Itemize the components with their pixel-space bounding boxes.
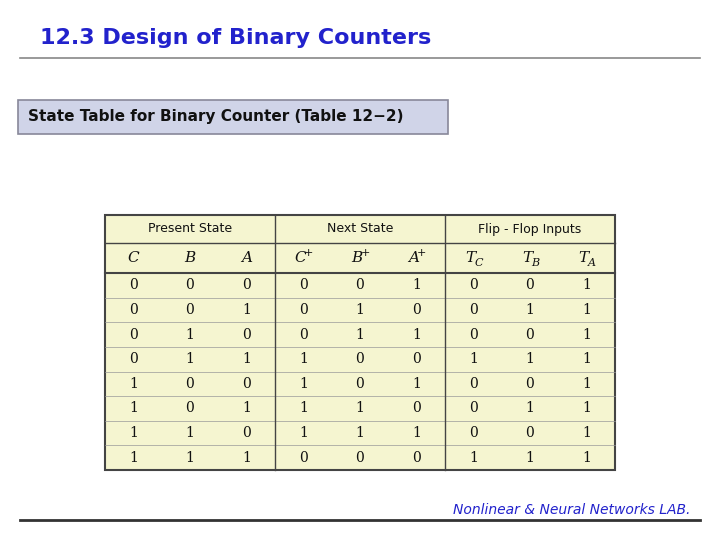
Text: 1: 1 bbox=[469, 352, 478, 366]
Text: C: C bbox=[474, 258, 482, 268]
Text: B: B bbox=[184, 251, 196, 265]
Text: 0: 0 bbox=[243, 377, 251, 391]
Text: 1: 1 bbox=[356, 401, 364, 415]
Text: 1: 1 bbox=[582, 352, 591, 366]
Text: C: C bbox=[127, 251, 139, 265]
Text: 1: 1 bbox=[242, 352, 251, 366]
Text: 1: 1 bbox=[582, 303, 591, 317]
Text: 1: 1 bbox=[526, 451, 534, 465]
Text: +: + bbox=[304, 248, 313, 258]
Bar bbox=[105, 215, 615, 470]
Text: C: C bbox=[294, 251, 306, 265]
Text: 0: 0 bbox=[129, 303, 138, 317]
Text: Flip - Flop Inputs: Flip - Flop Inputs bbox=[478, 222, 582, 235]
Text: 1: 1 bbox=[356, 426, 364, 440]
Text: 1: 1 bbox=[186, 451, 194, 465]
Text: 0: 0 bbox=[186, 278, 194, 292]
Text: 0: 0 bbox=[526, 426, 534, 440]
Text: 1: 1 bbox=[356, 328, 364, 342]
Text: Nonlinear & Neural Networks LAB.: Nonlinear & Neural Networks LAB. bbox=[453, 503, 690, 517]
Text: 1: 1 bbox=[526, 401, 534, 415]
Text: 0: 0 bbox=[413, 451, 421, 465]
Text: 0: 0 bbox=[413, 401, 421, 415]
Text: 1: 1 bbox=[413, 377, 421, 391]
Text: 0: 0 bbox=[469, 401, 477, 415]
Text: 0: 0 bbox=[243, 328, 251, 342]
Text: 1: 1 bbox=[299, 401, 307, 415]
Text: 1: 1 bbox=[242, 401, 251, 415]
Text: State Table for Binary Counter (Table 12−2): State Table for Binary Counter (Table 12… bbox=[28, 110, 403, 125]
Text: 0: 0 bbox=[186, 303, 194, 317]
Text: 0: 0 bbox=[413, 352, 421, 366]
Text: 1: 1 bbox=[413, 426, 421, 440]
Text: 1: 1 bbox=[186, 328, 194, 342]
Text: 0: 0 bbox=[356, 377, 364, 391]
Text: +: + bbox=[417, 248, 426, 258]
Text: 0: 0 bbox=[413, 303, 421, 317]
Text: 1: 1 bbox=[582, 401, 591, 415]
Text: T: T bbox=[522, 251, 532, 265]
Text: 0: 0 bbox=[526, 328, 534, 342]
Text: 1: 1 bbox=[526, 352, 534, 366]
Text: 1: 1 bbox=[129, 401, 138, 415]
Text: 1: 1 bbox=[242, 451, 251, 465]
Text: 0: 0 bbox=[356, 451, 364, 465]
Text: 0: 0 bbox=[526, 278, 534, 292]
Text: 0: 0 bbox=[299, 303, 307, 317]
Text: 0: 0 bbox=[356, 352, 364, 366]
Text: 0: 0 bbox=[469, 377, 477, 391]
Text: 0: 0 bbox=[129, 278, 138, 292]
Text: 1: 1 bbox=[469, 451, 478, 465]
Text: 0: 0 bbox=[299, 328, 307, 342]
Text: 0: 0 bbox=[186, 401, 194, 415]
Text: 0: 0 bbox=[243, 426, 251, 440]
Text: 0: 0 bbox=[469, 303, 477, 317]
Text: 1: 1 bbox=[413, 328, 421, 342]
Text: B: B bbox=[351, 251, 363, 265]
Text: 1: 1 bbox=[582, 377, 591, 391]
Text: 1: 1 bbox=[582, 278, 591, 292]
Text: 1: 1 bbox=[526, 303, 534, 317]
Text: 1: 1 bbox=[413, 278, 421, 292]
Text: 0: 0 bbox=[299, 278, 307, 292]
Text: 1: 1 bbox=[582, 451, 591, 465]
Text: 1: 1 bbox=[582, 328, 591, 342]
Text: 0: 0 bbox=[186, 377, 194, 391]
Text: 1: 1 bbox=[299, 426, 307, 440]
Text: 0: 0 bbox=[129, 328, 138, 342]
Text: Next State: Next State bbox=[327, 222, 393, 235]
Text: A: A bbox=[588, 258, 595, 268]
Text: A: A bbox=[408, 251, 419, 265]
Text: 1: 1 bbox=[129, 377, 138, 391]
Text: 0: 0 bbox=[299, 451, 307, 465]
Text: 0: 0 bbox=[243, 278, 251, 292]
Text: Present State: Present State bbox=[148, 222, 232, 235]
Text: 0: 0 bbox=[356, 278, 364, 292]
Text: 0: 0 bbox=[469, 278, 477, 292]
Text: 1: 1 bbox=[299, 352, 307, 366]
Text: 1: 1 bbox=[186, 426, 194, 440]
Text: T: T bbox=[579, 251, 589, 265]
Text: B: B bbox=[531, 258, 539, 268]
Text: +: + bbox=[360, 248, 369, 258]
Text: 0: 0 bbox=[129, 352, 138, 366]
Text: 0: 0 bbox=[469, 328, 477, 342]
Text: T: T bbox=[465, 251, 475, 265]
Text: 1: 1 bbox=[129, 426, 138, 440]
Text: A: A bbox=[241, 251, 252, 265]
Text: 1: 1 bbox=[582, 426, 591, 440]
Text: 1: 1 bbox=[242, 303, 251, 317]
Text: 1: 1 bbox=[186, 352, 194, 366]
Text: 0: 0 bbox=[469, 426, 477, 440]
Text: 1: 1 bbox=[299, 377, 307, 391]
Text: 1: 1 bbox=[129, 451, 138, 465]
Text: 0: 0 bbox=[526, 377, 534, 391]
Text: 1: 1 bbox=[356, 303, 364, 317]
Text: 12.3 Design of Binary Counters: 12.3 Design of Binary Counters bbox=[40, 28, 431, 48]
Bar bbox=[18, 100, 448, 134]
